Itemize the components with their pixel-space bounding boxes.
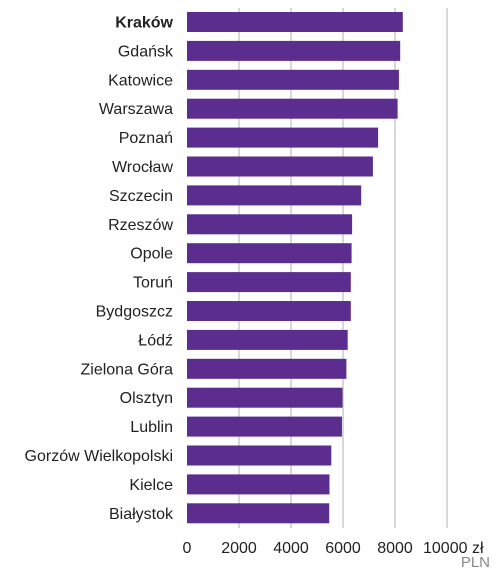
grid-lines: [238, 8, 448, 528]
category-label: Gorzów Wielkopolski: [25, 448, 173, 465]
category-label: Katowice: [108, 72, 173, 89]
bars: [187, 12, 403, 524]
category-label: Gdańsk: [118, 43, 174, 60]
tick-label: 4000: [273, 540, 309, 557]
category-label: Bydgoszcz: [96, 304, 173, 321]
bar: [187, 98, 398, 119]
x-axis-ticks: 0 2000 4000 6000 8000 10000 zł: [183, 540, 484, 557]
category-label: Olsztyn: [120, 390, 173, 407]
category-label: Lublin: [130, 419, 173, 436]
bar: [187, 214, 353, 235]
category-labels: Kraków Gdańsk Katowice Warszawa Poznań Wrocła…: [25, 15, 174, 523]
unit-label: PLN: [461, 554, 490, 571]
tick-label: 10000 zł: [423, 540, 484, 557]
category-label: Poznań: [119, 130, 173, 147]
category-label: Warszawa: [99, 101, 173, 118]
category-label: Zielona Góra: [81, 361, 174, 378]
bar: [187, 474, 330, 495]
category-label: Łódź: [138, 332, 173, 349]
bar: [187, 272, 351, 293]
category-label: Szczecin: [109, 188, 173, 205]
tick-label: 2000: [221, 540, 257, 557]
category-label: Białystok: [109, 506, 174, 523]
bar: [187, 185, 362, 206]
bar: [187, 69, 399, 90]
bar: [187, 127, 379, 148]
bar: [187, 156, 373, 177]
bar: [187, 12, 403, 32]
tick-label: 0: [183, 540, 192, 557]
category-label: Wrocław: [112, 159, 173, 176]
category-label: Toruń: [133, 275, 173, 292]
bar: [187, 301, 351, 321]
category-label: Kraków: [115, 15, 173, 32]
category-label: Rzeszów: [108, 217, 173, 234]
bar: [187, 416, 342, 437]
tick-label: 6000: [325, 540, 361, 557]
bar: [187, 445, 332, 466]
tick-label: 8000: [377, 540, 413, 557]
bar: [187, 358, 347, 379]
bar: [187, 329, 348, 350]
category-label: Opole: [130, 246, 173, 263]
category-label: Kielce: [129, 477, 173, 494]
bar: [187, 387, 343, 408]
bar: [187, 503, 330, 524]
bar: [187, 40, 401, 61]
bar: [187, 243, 352, 264]
